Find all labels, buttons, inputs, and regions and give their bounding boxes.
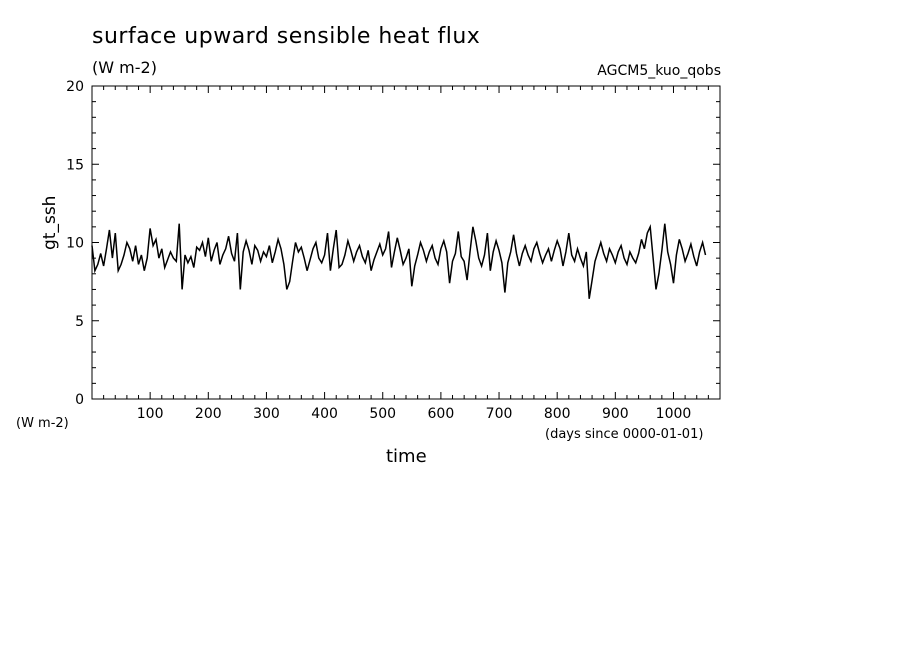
y-tick-label: 15 xyxy=(66,157,84,173)
x-tick-label: 200 xyxy=(195,406,222,422)
x-tick-label: 400 xyxy=(311,406,338,422)
plot-frame xyxy=(91,85,721,400)
x-axis-label: time xyxy=(386,446,427,467)
y-tick-label: 10 xyxy=(66,236,84,252)
x-tick-label: 1000 xyxy=(656,406,692,422)
y-tick-label: 5 xyxy=(75,314,84,330)
x-tick-label: 600 xyxy=(428,406,455,422)
y-axis-units: (W m-2) xyxy=(16,416,69,431)
chart-title: surface upward sensible heat flux xyxy=(92,24,481,49)
x-tick-label: 300 xyxy=(253,406,280,422)
x-tick-label: 800 xyxy=(544,406,571,422)
x-axis-units: (days since 0000-01-01) xyxy=(545,427,704,442)
run-label: AGCM5_kuo_qobs xyxy=(597,63,721,79)
tick-labels: 100 200 300 400 500 600 700 800 900 1000 0 5 10 15 20 xyxy=(66,79,691,422)
x-tick-label: 700 xyxy=(486,406,513,422)
x-tick-label: 100 xyxy=(137,406,164,422)
tick-marks xyxy=(92,86,720,399)
x-tick-label: 900 xyxy=(602,406,629,422)
title-units: (W m-2) xyxy=(92,58,157,77)
x-tick-label: 500 xyxy=(369,406,396,422)
series-line xyxy=(91,223,707,299)
y-tick-label: 0 xyxy=(75,392,84,408)
y-tick-label: 20 xyxy=(66,79,84,95)
